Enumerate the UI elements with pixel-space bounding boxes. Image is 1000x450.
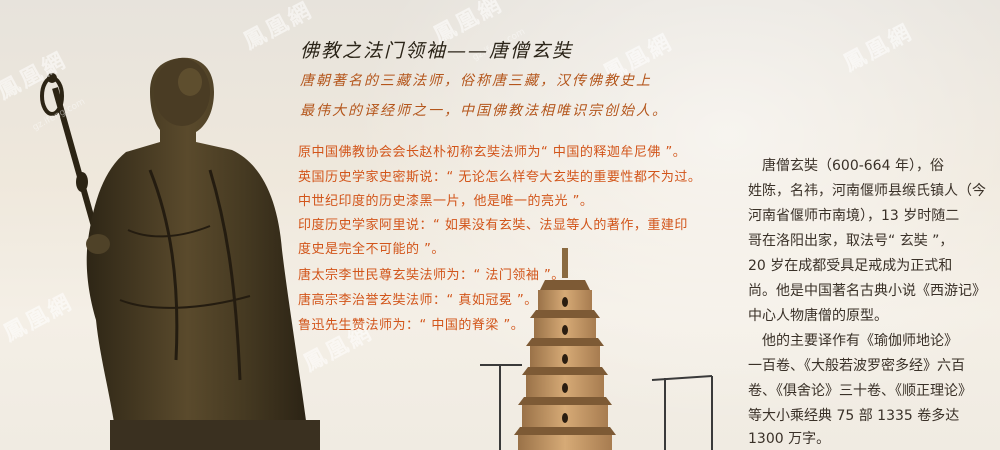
bio-line: 他的主要译作有《瑜伽师地论》 xyxy=(748,333,958,349)
power-pole-left xyxy=(651,375,713,450)
bio-line: 中心人物唐僧的原型。 xyxy=(748,308,888,324)
quote-line: 度史是完全不可能的 ”。 xyxy=(298,242,445,257)
quote-line: 唐高宗李治誉玄奘法师：“ 真如冠冕 ”。 xyxy=(298,293,538,308)
bio-line: 哥在洛阳出家，取法号“ 玄奘 ”， xyxy=(748,233,954,249)
bio-line: 河南省偃师市南境），13 岁时随二 xyxy=(748,208,960,224)
pagoda xyxy=(514,248,616,450)
bio-line: 20 岁在成都受具足戒成为正式和 xyxy=(748,258,953,274)
quote-line: 中世纪印度的历史漆黑一片，他是唯一的亮光 ”。 xyxy=(298,194,594,209)
page-title: 佛教之法门领袖——唐僧玄奘 xyxy=(300,40,574,62)
bio-line: 唐僧玄奘（600-664 年），俗 xyxy=(748,158,944,174)
bio-line: 一百卷、《大般若波罗密多经》六百 xyxy=(748,358,965,374)
bio-line: 等大小乘经典 75 部 1335 卷多达 xyxy=(748,408,960,424)
quote-line: 印度历史学家阿里说：“ 如果没有玄奘、法显等人的著作，重建印 xyxy=(298,218,688,233)
bio-line: 姓陈，名祎，河南偃师县缑氏镇人（今 xyxy=(748,183,986,199)
quote-line: 原中国佛教协会会长赵朴初称玄奘法师为“ 中国的释迦牟尼佛 ”。 xyxy=(298,145,687,160)
quote-line: 唐太宗李世民尊玄奘法师为：“ 法门领袖 ”。 xyxy=(298,268,565,283)
bio-line: 1300 万字。 xyxy=(748,431,831,447)
xuanzang-statue xyxy=(86,57,320,450)
bio-line: 卷、《俱舍论》三十卷、《顺正理论》 xyxy=(748,383,972,399)
bio-line: 尚。他是中国著名古典小说《西游记》 xyxy=(748,283,986,299)
sky-glow xyxy=(320,0,1000,450)
intro-line: 最伟大的译经师之一，中国佛教法相唯识宗创始人。 xyxy=(300,103,668,119)
intro-line: 唐朝著名的三藏法师，俗称唐三藏，汉传佛教史上 xyxy=(300,73,652,89)
quote-line: 鲁迅先生赞法师为：“ 中国的脊梁 ”。 xyxy=(298,318,525,333)
power-pole-right xyxy=(480,364,522,450)
quote-line: 英国历史学家史密斯说：“ 无论怎么样夸大玄奘的重要性都不为过。 xyxy=(298,170,702,185)
